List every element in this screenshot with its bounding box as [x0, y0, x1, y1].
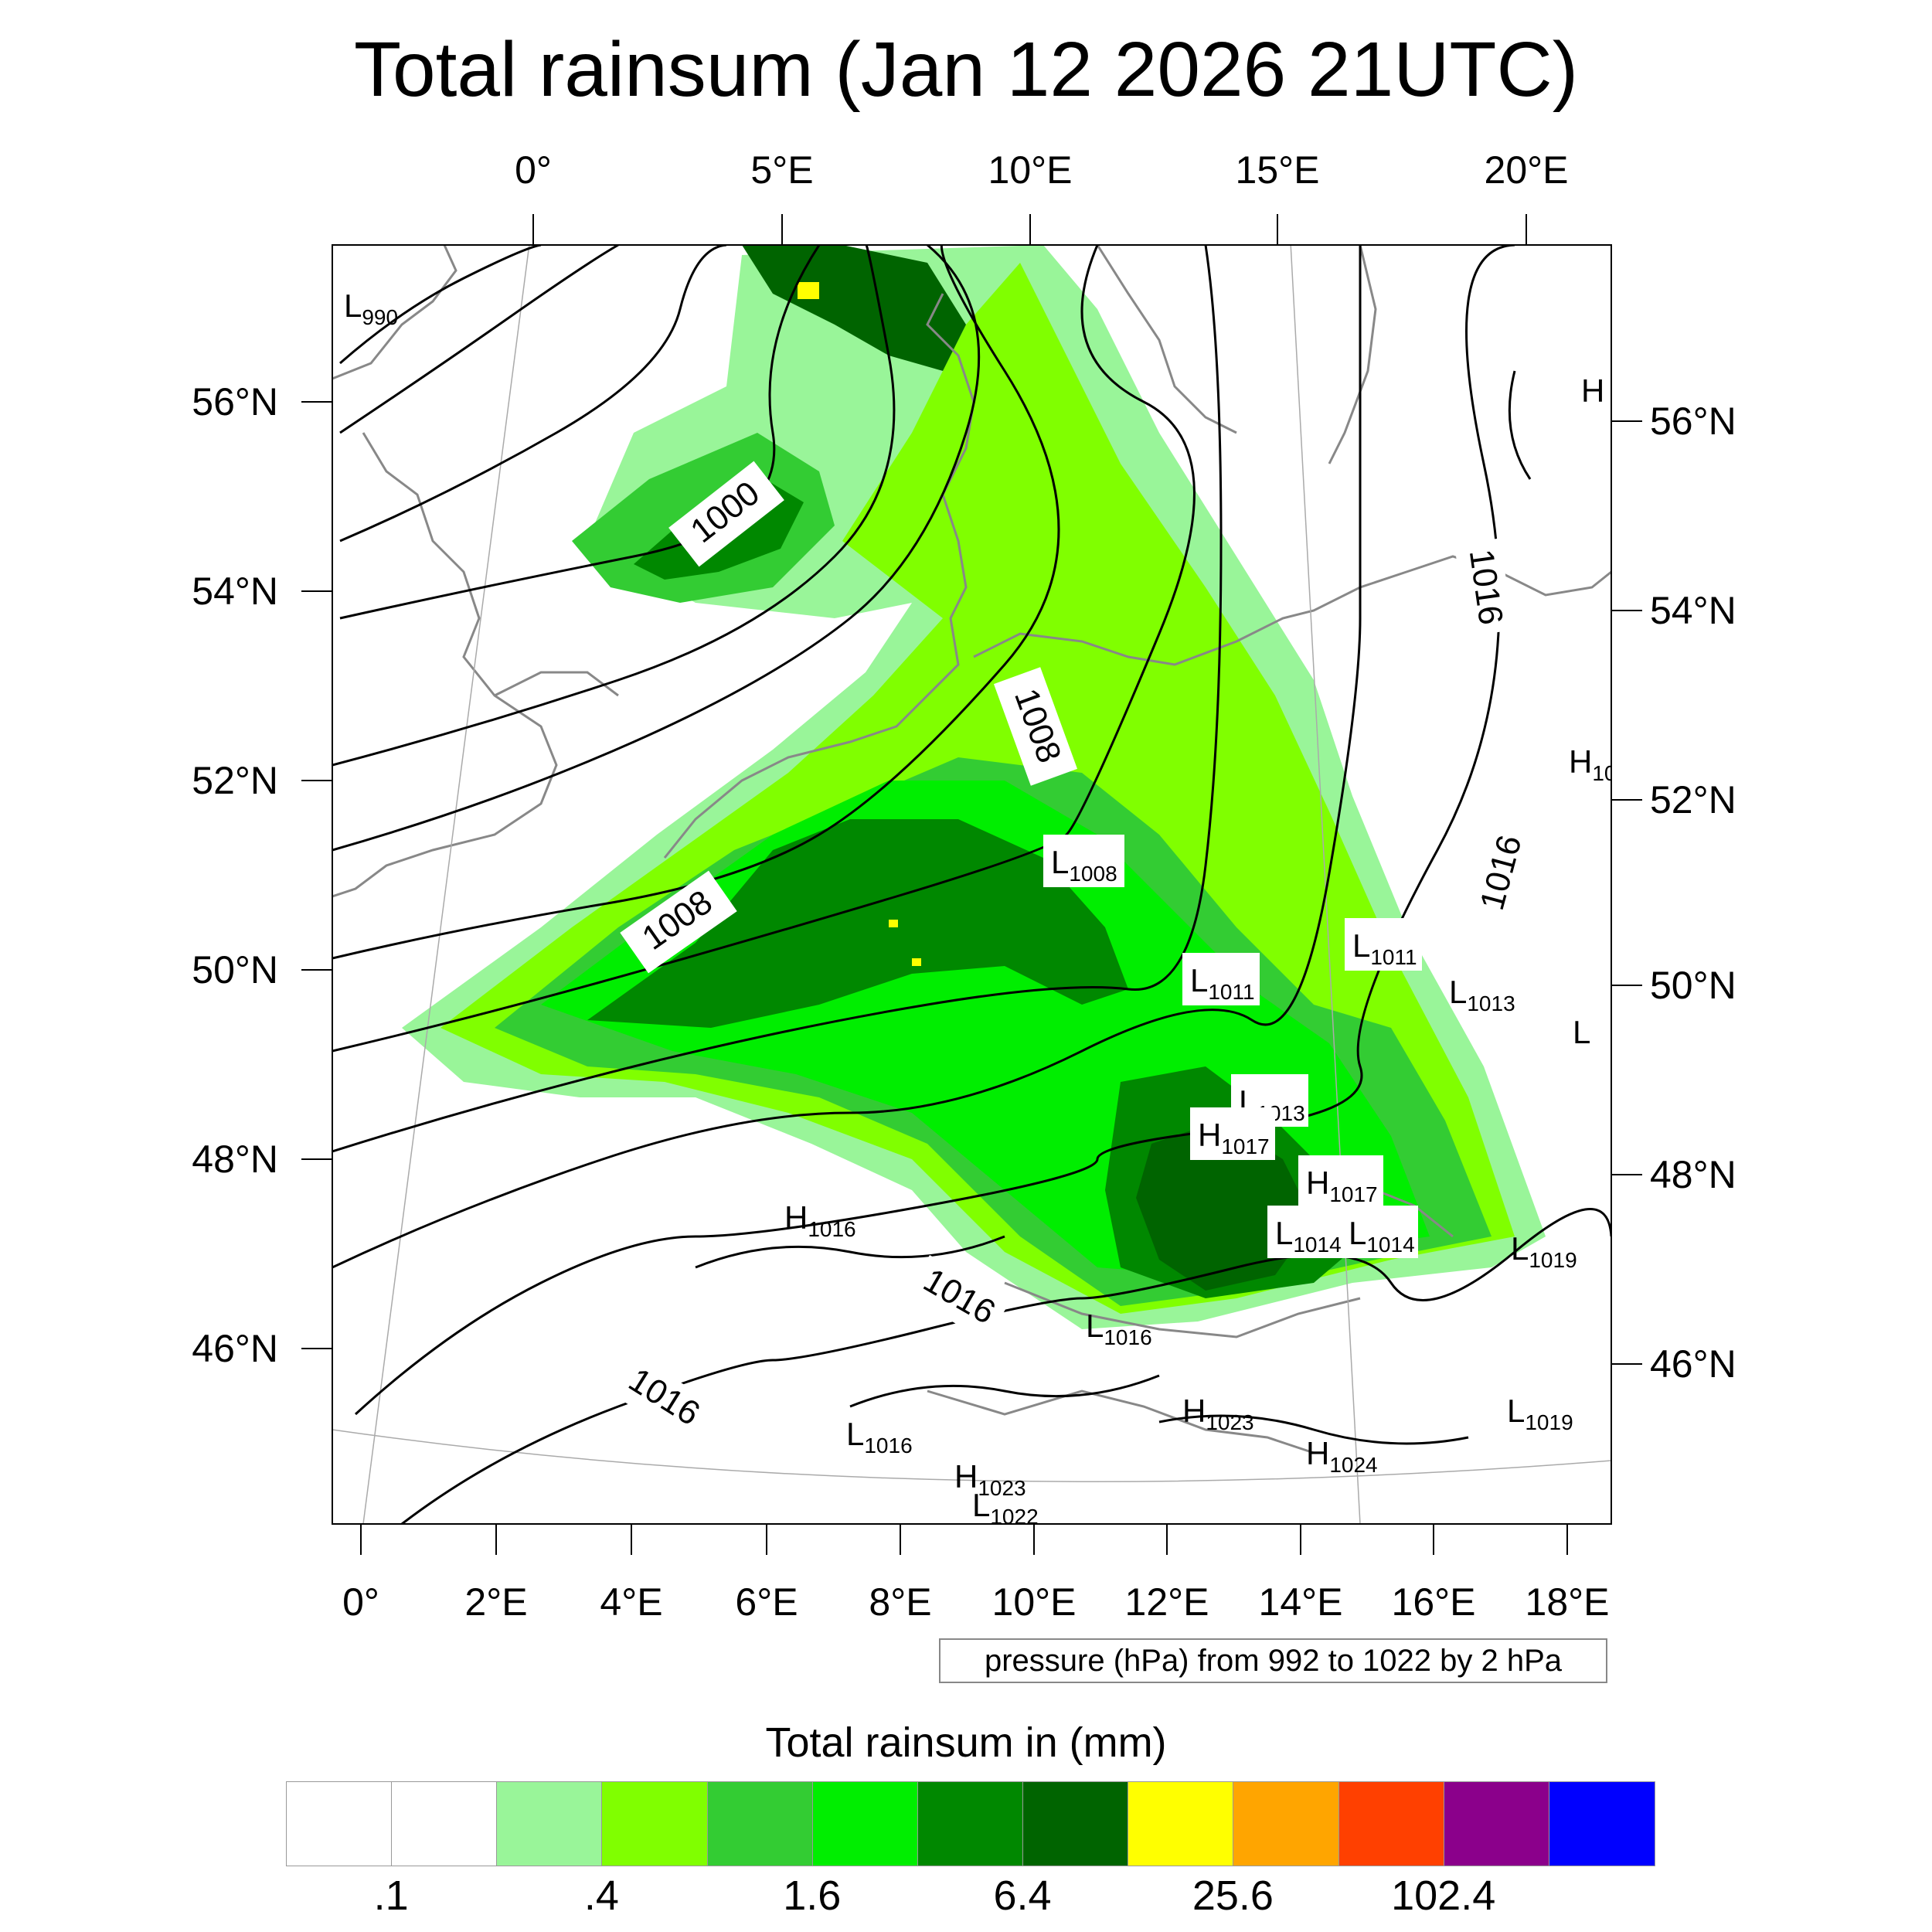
lat-label: 52°N	[1650, 778, 1736, 821]
lat-label: 50°N	[1650, 964, 1736, 1007]
colorbar	[286, 1781, 1655, 1866]
pressure-center-label: H1023	[1182, 1393, 1254, 1434]
lat-label: 52°N	[192, 759, 278, 802]
lat-label: 48°N	[192, 1138, 278, 1181]
map-content: 1000 1008 1008 1016 1016 1016	[332, 245, 1617, 1529]
colorbar-box	[706, 1781, 814, 1866]
lon-label: 10°E	[988, 148, 1073, 192]
pressure-center-label: L1019	[1507, 1393, 1573, 1434]
lat-label: 48°N	[1650, 1153, 1736, 1196]
map-frame	[332, 244, 1612, 1525]
pressure-center-label: L1016	[846, 1416, 913, 1458]
rain-darkest-north	[742, 245, 966, 371]
lat-label: 54°N	[192, 570, 278, 613]
colorbar-box	[811, 1781, 919, 1866]
top-lon-labels: 0° 5°E 10°E 15°E 20°E	[515, 148, 1568, 192]
pressure-center-label: L1014	[1275, 1215, 1342, 1257]
rain-yellow-spot	[912, 958, 921, 966]
pressure-center-label: L	[1573, 1014, 1590, 1050]
chart-title: Total rainsum (Jan 12 2026 21UTC)	[353, 26, 1579, 113]
pressure-centers: L990 H H10 L1008 L1011 L1011 L1013 L L10…	[344, 287, 1617, 1529]
coastlines	[332, 245, 1611, 1454]
pressure-center-label: H1024	[1306, 1435, 1378, 1477]
colorbar-box	[1548, 1781, 1655, 1866]
lon-label: 14°E	[1259, 1580, 1343, 1624]
lat-label: 46°N	[192, 1327, 278, 1370]
rain-yellow-spot	[798, 282, 819, 299]
colorbar-box	[1338, 1781, 1445, 1866]
lon-label: 20°E	[1485, 148, 1569, 192]
colorbar-box	[1022, 1781, 1129, 1866]
tick-marks	[301, 214, 1642, 1555]
colorbar-label: 102.4	[1391, 1872, 1496, 1919]
colorbar-box	[1233, 1781, 1340, 1866]
colorbar-label: 6.4	[993, 1872, 1052, 1919]
rain-dark	[587, 819, 1128, 1028]
colorbar-label: 25.6	[1192, 1872, 1274, 1919]
pressure-center-label: H1017	[1306, 1165, 1378, 1206]
lon-label: 8°E	[869, 1580, 931, 1624]
lat-label: 46°N	[1650, 1342, 1736, 1386]
pressure-center-label: L1022	[972, 1487, 1039, 1529]
colorbar-box	[1128, 1781, 1234, 1866]
colorbar-box	[496, 1781, 603, 1866]
pressure-center-label: H	[1581, 372, 1604, 409]
pressure-center-label: L1014	[1349, 1215, 1415, 1257]
lat-label: 54°N	[1650, 589, 1736, 632]
lat-label: 50°N	[192, 948, 278, 992]
bottom-lon-labels: 0° 2°E 4°E 6°E 8°E 10°E 12°E 14°E 16°E 1…	[342, 1580, 1609, 1624]
colorbar-box	[1443, 1781, 1550, 1866]
lat-label: 56°N	[192, 380, 278, 423]
pressure-note: pressure (hPa) from 992 to 1022 by 2 hPa	[939, 1638, 1607, 1683]
colorbar-box	[601, 1781, 709, 1866]
colorbar-box	[917, 1781, 1024, 1866]
pressure-center-label: H1016	[784, 1199, 856, 1241]
lon-label: 16°E	[1392, 1580, 1476, 1624]
rain-yellow-spot	[889, 920, 898, 927]
colorbar-label: .1	[373, 1872, 409, 1919]
right-lat-labels: 56°N 54°N 52°N 50°N 48°N 46°N	[1650, 400, 1736, 1386]
pressure-center-label: H1023	[954, 1458, 1026, 1500]
pressure-center-label: H1017	[1198, 1117, 1270, 1158]
pressure-center-label: L1011	[1352, 927, 1417, 969]
colorbar-box	[286, 1781, 393, 1866]
pressure-center-label: L1013	[1449, 974, 1515, 1015]
lon-label: 12°E	[1125, 1580, 1209, 1624]
colorbar-labels: .1 .4 1.6 6.4 25.6 102.4	[286, 1870, 1654, 1924]
lon-label: 6°E	[735, 1580, 798, 1624]
colorbar-label: .4	[583, 1872, 619, 1919]
colorbar-label: 1.6	[783, 1872, 842, 1919]
lon-label: 15°E	[1236, 148, 1320, 192]
lon-label: 4°E	[600, 1580, 662, 1624]
colorbar-box	[391, 1781, 498, 1866]
lon-label: 10°E	[992, 1580, 1077, 1624]
lat-label: 56°N	[1650, 400, 1736, 443]
pressure-center-label: L990	[344, 287, 398, 329]
pressure-center-label: H10	[1569, 743, 1617, 785]
pressure-center-label: L1011	[1190, 962, 1255, 1004]
lon-label: 18°E	[1526, 1580, 1610, 1624]
pressure-center-label: L1008	[1051, 844, 1117, 886]
pressure-center-label: L1019	[1511, 1230, 1577, 1272]
lon-label: 0°	[342, 1580, 379, 1624]
pressure-center-label: L1016	[1086, 1308, 1152, 1349]
lon-label: 2°E	[464, 1580, 527, 1624]
colorbar-title: Total rainsum in (mm)	[765, 1719, 1167, 1766]
left-lat-labels: 56°N 54°N 52°N 50°N 48°N 46°N	[192, 380, 278, 1370]
lon-label: 5°E	[750, 148, 813, 192]
lon-label: 0°	[515, 148, 552, 192]
